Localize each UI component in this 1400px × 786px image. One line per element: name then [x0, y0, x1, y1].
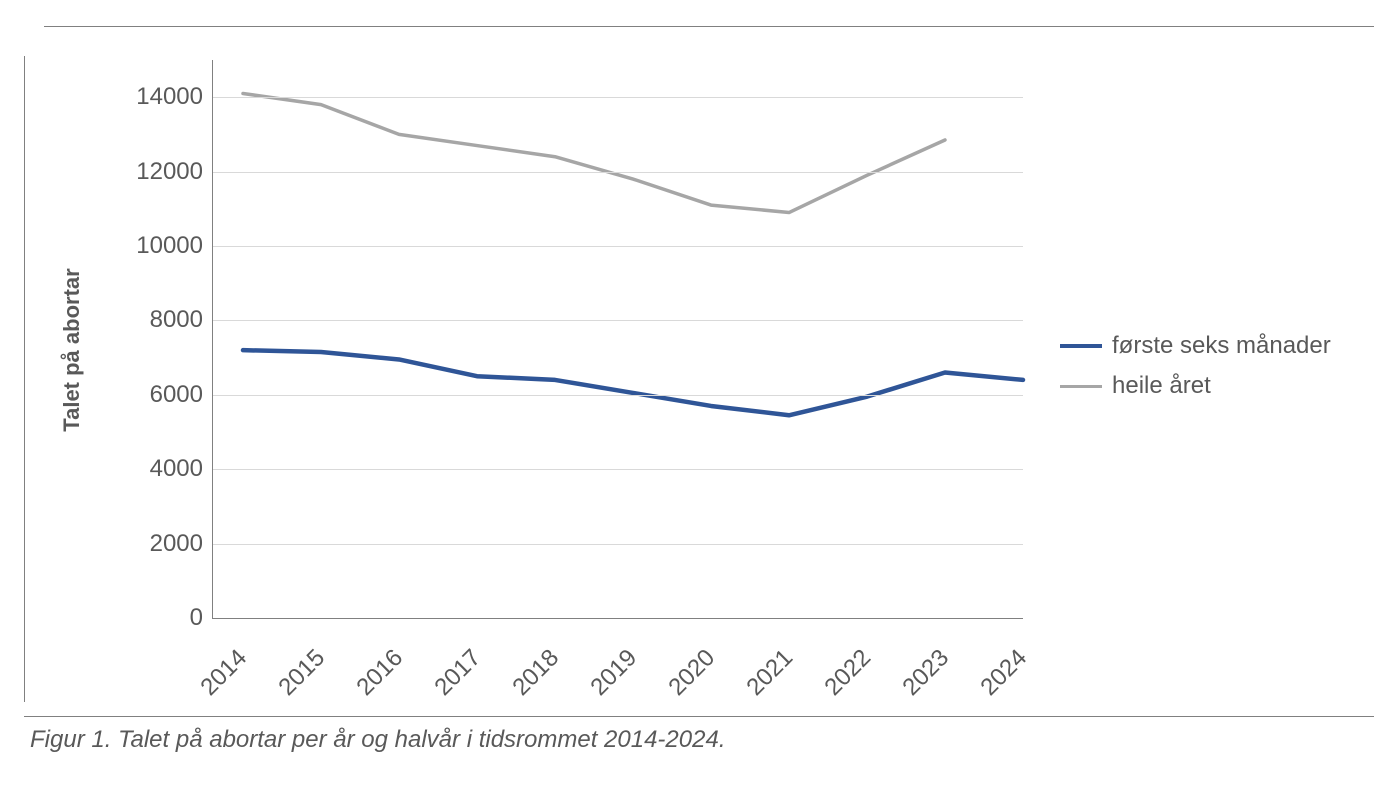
y-tick-label: 2000: [150, 530, 213, 558]
series-lines: [213, 60, 1023, 618]
x-tick-label: 2020: [663, 644, 721, 702]
legend-swatch: [1060, 344, 1102, 348]
y-tick-label: 14000: [136, 83, 213, 111]
y-tick-label: 6000: [150, 381, 213, 409]
legend-label: første seks månader: [1112, 332, 1331, 360]
x-tick-label: 2017: [429, 644, 487, 702]
gridline: [213, 172, 1023, 173]
series-line-first_six_months: [243, 350, 1023, 415]
legend-item-whole_year: heile året: [1060, 372, 1331, 400]
y-tick-label: 0: [190, 604, 213, 632]
y-axis-title: Talet på abortar: [59, 268, 85, 431]
gridline: [213, 246, 1023, 247]
x-tick-label: 2016: [351, 644, 409, 702]
x-tick-label: 2015: [273, 644, 331, 702]
gridline: [213, 544, 1023, 545]
y-tick-label: 10000: [136, 232, 213, 260]
x-tick-label: 2018: [507, 644, 565, 702]
y-tick-label: 8000: [150, 306, 213, 334]
figure: 0 2000 4000 6000 8000 10000 12000 14000 2014 2015…: [0, 0, 1400, 786]
series-line-whole_year: [243, 93, 945, 212]
plot-area: 0200040006000800010000120001400020142015…: [212, 60, 1023, 619]
x-tick-label: 2022: [819, 644, 877, 702]
legend-label: heile året: [1112, 372, 1211, 400]
x-tick-label: 2021: [741, 644, 799, 702]
x-tick-label: 2024: [975, 644, 1033, 702]
legend-swatch: [1060, 385, 1102, 388]
legend: første seks månader heile året: [1060, 320, 1331, 412]
gridline: [213, 469, 1023, 470]
x-tick-label: 2019: [585, 644, 643, 702]
y-tick-label: 12000: [136, 158, 213, 186]
y-tick-label: 4000: [150, 455, 213, 483]
x-tick-label: 2023: [897, 644, 955, 702]
gridline: [213, 97, 1023, 98]
gridline: [213, 320, 1023, 321]
legend-item-first_six_months: første seks månader: [1060, 332, 1331, 360]
x-tick-label: 2014: [195, 644, 253, 702]
gridline: [213, 395, 1023, 396]
figure-caption: Figur 1. Talet på abortar per år og halv…: [30, 726, 725, 754]
